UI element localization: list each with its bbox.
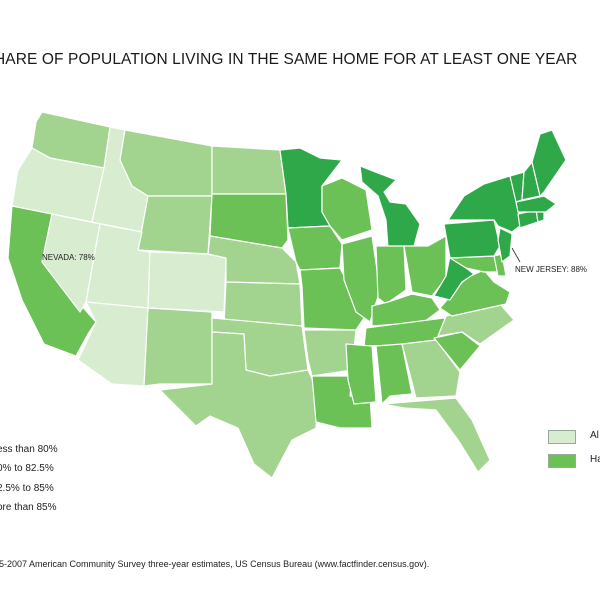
state-iowa: [287, 225, 343, 271]
state-new-mexico: [143, 307, 213, 387]
alaska-label: Al: [590, 430, 599, 441]
state-new-jersey: [497, 227, 513, 263]
state-wisconsin: [321, 177, 373, 241]
map-title: HARE OF POPULATION LIVING IN THE SAME HO…: [0, 51, 578, 68]
state-florida: [381, 397, 491, 473]
new-jersey-leader-line: [511, 247, 521, 263]
state-texas: [159, 331, 319, 479]
state-arkansas: [303, 329, 357, 377]
nevada-annotation: NEVADA: 78%: [42, 253, 95, 262]
state-pennsylvania: [443, 219, 501, 259]
state-south-dakota: [209, 193, 289, 249]
state-maine: [531, 129, 567, 197]
legend-item-gt85: ore than 85%: [0, 502, 57, 513]
state-missouri: [299, 267, 365, 331]
hawaii-swatch: [548, 454, 576, 468]
hawaii-label: Ha: [590, 454, 600, 465]
state-new-york: [447, 175, 521, 233]
legend-item-lt80: ess than 80%: [0, 444, 58, 455]
state-alabama: [375, 343, 413, 405]
state-north-dakota: [211, 145, 287, 195]
state-georgia: [401, 339, 461, 399]
state-wyoming: [137, 195, 213, 255]
alaska-swatch: [548, 430, 576, 444]
legend-item-80to825: 0% to 82.5%: [0, 463, 54, 474]
state-indiana: [375, 245, 407, 305]
state-michigan: [359, 165, 421, 249]
state-kentucky: [371, 293, 441, 327]
state-illinois: [341, 235, 381, 323]
new-jersey-label: NEW JERSEY: 88%: [515, 265, 587, 274]
state-connecticut: [517, 209, 539, 229]
source-note: 05-2007 American Community Survey three-…: [0, 559, 430, 569]
new-jersey-annotation: NEW JERSEY: 88%: [511, 247, 587, 274]
nevada-label: NEVADA: 78%: [42, 253, 95, 262]
state-mississippi: [345, 343, 377, 405]
state-montana: [119, 129, 213, 197]
state-massachusetts: [515, 195, 557, 213]
state-shapes: [7, 111, 567, 479]
state-colorado: [147, 251, 227, 313]
state-kansas: [223, 281, 303, 327]
legend-item-825to85: 2.5% to 85%: [0, 483, 54, 494]
